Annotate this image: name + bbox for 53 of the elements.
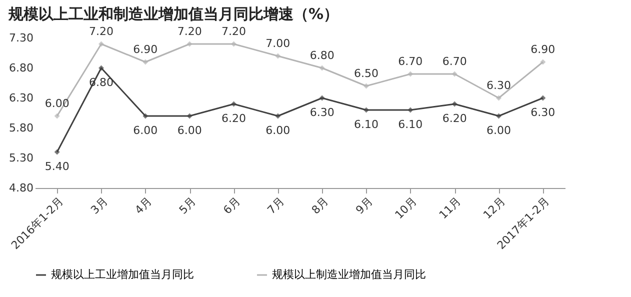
x-tick-label: 8月 [309, 194, 332, 217]
data-label: 6.20 [222, 112, 246, 125]
x-tick-label: 5月 [176, 194, 199, 217]
y-tick-label: 5.30 [9, 152, 34, 164]
x-tick-label: 11月 [436, 194, 464, 222]
data-label: 6.00 [133, 124, 158, 137]
x-tick-label: 4月 [132, 194, 154, 217]
data-label: 6.00 [177, 124, 202, 137]
data-label: 5.40 [44, 160, 70, 173]
data-label: 6.50 [354, 67, 378, 80]
data-label: 7.20 [89, 25, 114, 38]
point [408, 107, 414, 113]
data-label: 6.30 [530, 106, 556, 119]
legend-label: 规模以上工业增加值当月同比 [51, 268, 194, 281]
point [319, 65, 325, 71]
x-tick-label: 9月 [353, 194, 376, 217]
data-label: 6.10 [398, 118, 423, 131]
point [54, 149, 60, 155]
data-label: 7.00 [266, 37, 290, 50]
point [452, 101, 458, 107]
data-label: 6.00 [44, 97, 70, 110]
legend-label: 规模以上制造业增加值当月同比 [272, 268, 426, 281]
y-tick-label: 5.80 [9, 122, 34, 134]
y-tick-label: 7.30 [9, 32, 34, 44]
chart-title: 规模以上工业和制造业增加值当月同比增速（%） [8, 5, 339, 23]
x-tick-label: 12月 [480, 194, 508, 222]
y-tick-label: 4.80 [9, 182, 34, 194]
x-tick-label: 3月 [88, 194, 110, 217]
data-label: 6.00 [486, 124, 511, 137]
point [540, 59, 546, 65]
data-label: 6.20 [442, 112, 467, 125]
data-label: 6.30 [310, 106, 334, 119]
point [142, 59, 148, 65]
data-label: 7.20 [177, 25, 202, 38]
data-label: 6.00 [266, 124, 290, 137]
data-label: 6.70 [398, 55, 423, 68]
x-tick-label: 10月 [392, 194, 420, 222]
point [319, 95, 325, 101]
data-label: 6.10 [354, 118, 378, 131]
x-tick-label: 7月 [264, 194, 287, 217]
x-tick-label: 6月 [220, 194, 243, 217]
data-label: 7.20 [222, 25, 246, 38]
data-label: 6.70 [442, 55, 467, 68]
point [275, 113, 281, 119]
point [54, 113, 60, 119]
data-label: 6.80 [310, 49, 334, 62]
y-tick-label: 6.30 [9, 92, 34, 104]
point [275, 53, 281, 59]
y-tick-label: 6.80 [9, 62, 34, 74]
data-label: 6.30 [486, 79, 511, 92]
point [540, 95, 546, 101]
data-label: 6.90 [530, 43, 556, 56]
data-label: 6.90 [133, 43, 158, 56]
